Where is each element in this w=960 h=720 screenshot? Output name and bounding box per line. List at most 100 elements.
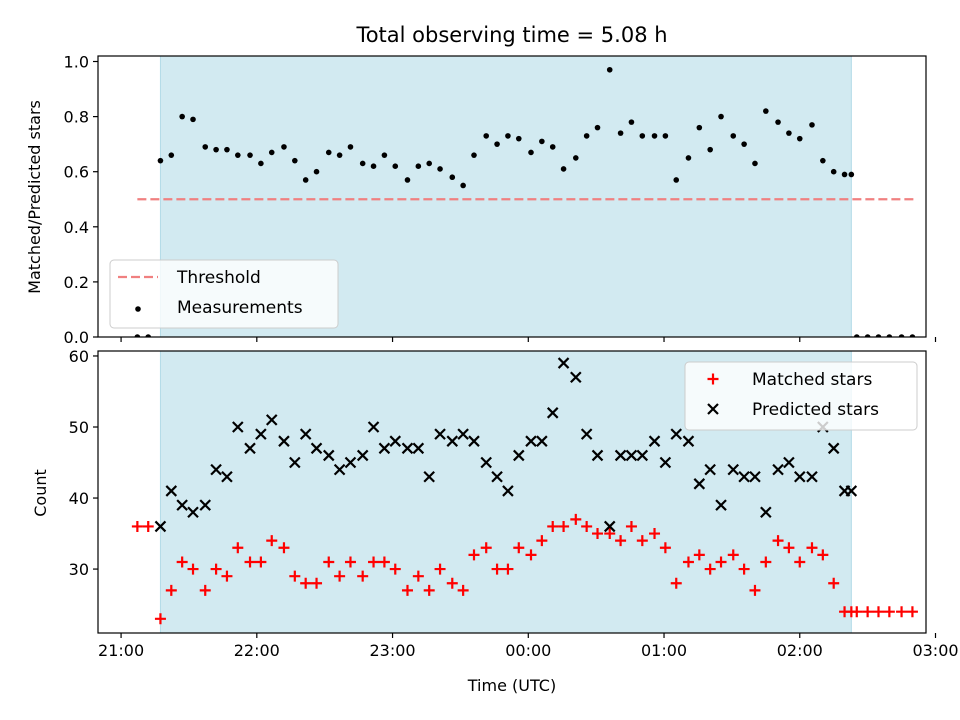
top-point-dot <box>359 160 366 167</box>
bottom-point-x <box>727 463 740 476</box>
bottom-point-plus <box>210 563 222 575</box>
bottom-point-plus <box>480 542 492 554</box>
bottom-legend-marker <box>707 403 719 415</box>
bottom-point-plus <box>244 556 256 568</box>
bottom-point-plus <box>334 570 346 582</box>
bottom-point-plus <box>862 606 874 618</box>
bottom-point-x <box>546 407 559 419</box>
top-point-dot <box>752 160 758 167</box>
top-point-dot <box>617 130 624 136</box>
bottom-point-x <box>557 357 570 369</box>
bottom-point-plus <box>615 535 627 547</box>
bottom-point-plus <box>670 577 682 589</box>
top-point-dot <box>437 166 443 172</box>
bottom-point-x <box>536 435 548 447</box>
bottom-point-plus <box>221 570 233 582</box>
bottom-y-axis-label: Count <box>31 469 50 517</box>
bottom-point-plus <box>783 542 795 554</box>
top-point-dot <box>302 177 309 183</box>
bottom-point-plus <box>142 520 154 532</box>
bottom-point-x <box>648 435 661 447</box>
bottom-point-plus <box>502 563 514 575</box>
bottom-point-x <box>154 520 167 533</box>
bottom-point-x <box>322 449 335 462</box>
top-point-dot <box>336 152 343 158</box>
bottom-point-plus <box>300 577 312 589</box>
top-point-dot <box>830 168 837 175</box>
bottom-point-x <box>176 499 188 511</box>
bottom-point-plus <box>154 613 166 625</box>
top-point-dot <box>560 166 567 172</box>
bottom-point-plus <box>176 556 188 568</box>
bottom-point-x <box>310 442 323 455</box>
bottom-point-x <box>378 442 391 455</box>
bottom-point-plus <box>468 549 480 561</box>
bottom-point-plus <box>412 570 424 582</box>
top-point-dot <box>515 135 522 142</box>
bottom-x-tick-label: 02:00 <box>777 641 823 660</box>
bottom-point-x <box>333 463 346 476</box>
top-point-dot <box>594 124 601 131</box>
bottom-point-x <box>187 506 199 519</box>
bottom-point-x <box>738 470 750 483</box>
top-point-dot <box>268 149 275 156</box>
bottom-point-plus <box>525 549 537 561</box>
top-point-dot <box>392 163 399 169</box>
bottom-point-x <box>434 428 446 440</box>
top-axes-frame <box>97 55 927 338</box>
bottom-point-x <box>670 428 683 440</box>
bottom-point-plus <box>389 563 401 575</box>
top-legend: Threshold Measurements <box>109 259 339 329</box>
bottom-point-plus <box>896 606 908 618</box>
top-legend-label: Measurements <box>177 298 303 318</box>
bottom-point-plus <box>368 556 380 568</box>
bottom-point-x <box>244 442 256 455</box>
bottom-point-plus <box>760 556 772 568</box>
bottom-point-x <box>827 442 840 455</box>
top-chart-title: Total observing time = 5.08 h <box>355 23 667 47</box>
top-point-dot <box>247 152 253 158</box>
top-point-dot <box>404 177 411 183</box>
top-point-dot <box>528 149 534 156</box>
top-point-dot <box>583 133 590 139</box>
top-point-dot <box>281 144 287 150</box>
bottom-series-x <box>154 357 858 533</box>
top-point-dot <box>539 138 545 145</box>
bottom-point-x <box>806 470 818 483</box>
top-point-dot <box>325 149 332 156</box>
bottom-point-x <box>570 371 582 384</box>
bottom-point-x <box>221 470 233 483</box>
top-point-dot <box>494 141 500 147</box>
bottom-point-x <box>289 456 301 469</box>
top-series-dot <box>134 66 916 337</box>
bottom-point-plus <box>344 556 356 568</box>
top-point-dot <box>786 130 792 136</box>
bottom-point-x <box>636 449 649 462</box>
bottom-point-x <box>783 456 795 469</box>
top-y-tick-label: 0.0 <box>64 328 89 347</box>
bottom-point-plus <box>401 584 413 596</box>
bottom-point-plus <box>457 584 469 596</box>
top-point-dot <box>651 133 658 139</box>
bottom-point-plus <box>547 520 559 532</box>
bottom-point-x <box>502 485 514 497</box>
bottom-point-plus <box>704 563 716 575</box>
bottom-point-plus <box>199 584 211 596</box>
bottom-x-tick-label: 23:00 <box>369 641 415 660</box>
bottom-point-x <box>603 520 616 533</box>
top-y-tick-label: 0.6 <box>64 163 89 182</box>
top-point-dot <box>168 152 175 158</box>
top-point-dot <box>864 334 871 337</box>
bottom-point-plus <box>558 520 570 532</box>
bottom-point-x <box>389 435 402 447</box>
bottom-point-plus <box>491 563 503 575</box>
top-point-dot <box>483 133 490 139</box>
top-point-dot <box>213 146 219 153</box>
top-point-dot <box>730 133 737 139</box>
bottom-point-plus <box>187 563 199 575</box>
top-point-dot <box>875 334 882 337</box>
bottom-point-plus <box>289 570 301 582</box>
top-point-dot <box>426 160 433 167</box>
bottom-x-tick-label: 01:00 <box>641 641 687 660</box>
